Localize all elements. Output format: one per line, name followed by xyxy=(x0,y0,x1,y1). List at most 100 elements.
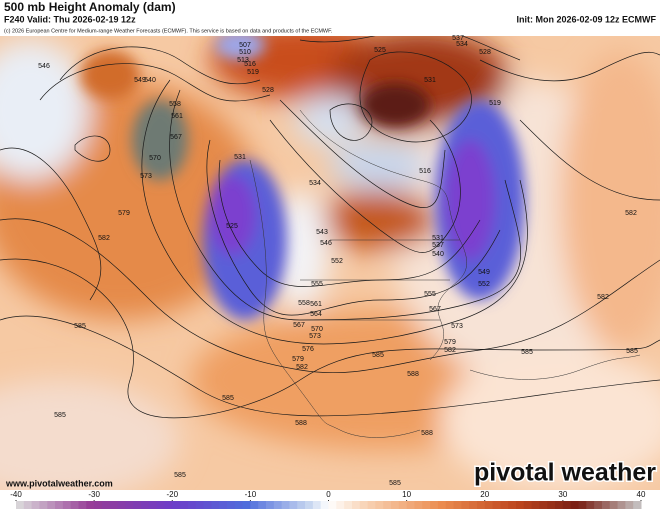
colorbar-swatch xyxy=(266,501,275,509)
colorbar-swatch xyxy=(578,501,587,509)
contour-label: 519 xyxy=(489,100,501,107)
colorbar-swatch xyxy=(406,501,415,509)
colorbar-swatch xyxy=(289,501,298,509)
contour-label: 579 xyxy=(292,356,304,363)
contour-label: 579 xyxy=(118,210,130,217)
colorbar-swatch xyxy=(101,501,111,509)
colorbar-swatch xyxy=(344,501,353,509)
contour-label: 552 xyxy=(331,258,343,265)
contour-label: 576 xyxy=(302,346,314,353)
contour-label: 555 xyxy=(424,291,436,298)
colorbar-swatch xyxy=(351,501,361,509)
contour-label: 534 xyxy=(456,41,468,48)
colorbar-swatch xyxy=(39,501,48,509)
colorbar-swatch xyxy=(437,501,447,509)
colorbar-swatch xyxy=(430,501,439,509)
contour-label: 561 xyxy=(310,301,322,308)
map xyxy=(0,36,660,490)
contour-label: 561 xyxy=(171,113,183,120)
colorbar-swatch xyxy=(203,501,212,509)
contour-label: 579 xyxy=(444,339,456,346)
contour-label: 564 xyxy=(310,311,322,318)
colorbar-swatch xyxy=(328,501,337,509)
coastlines xyxy=(249,109,641,438)
colorbar-swatch xyxy=(16,501,25,509)
contour-label: 588 xyxy=(295,420,307,427)
contour-label: 582 xyxy=(296,364,308,371)
colorbar-swatch xyxy=(398,501,408,509)
colorbar-swatch xyxy=(187,501,197,509)
colorbar-swatch xyxy=(484,501,494,509)
colorbar-swatch xyxy=(164,501,173,509)
contour-label: 543 xyxy=(316,229,328,236)
colorbar-swatch xyxy=(414,501,423,509)
colorbar-swatch xyxy=(547,501,556,509)
contour-label: 513 xyxy=(237,57,249,64)
colorbar-swatch xyxy=(476,501,486,509)
colorbar-swatch xyxy=(312,501,322,509)
contour-label: 531 xyxy=(432,235,444,242)
contour-label: 516 xyxy=(244,61,256,68)
contour-label: 582 xyxy=(625,210,637,217)
colorbar-swatch xyxy=(609,501,619,509)
colorbar-swatch xyxy=(523,501,533,509)
contour-label: 534 xyxy=(309,180,321,187)
contour-label: 573 xyxy=(309,333,321,340)
colorbar-swatch xyxy=(469,501,478,509)
colorbar-tick-label: 40 xyxy=(637,490,646,499)
contour-label: 507 xyxy=(239,42,251,49)
colorbar-swatch xyxy=(141,501,150,509)
colorbar-swatch xyxy=(219,501,228,509)
colorbar-tick-label: -20 xyxy=(166,490,178,499)
colorbar-swatch xyxy=(47,501,56,509)
colorbar-swatch xyxy=(242,501,251,509)
contour-label: 516 xyxy=(419,168,431,175)
colorbar-swatch xyxy=(586,501,595,509)
contour-label: 585 xyxy=(389,480,401,487)
colorbar-swatch xyxy=(211,501,220,509)
colorbar-swatch xyxy=(633,501,642,509)
contour-label: 540 xyxy=(432,251,444,258)
contour-label: 549 xyxy=(478,269,490,276)
contour-label: 528 xyxy=(262,87,274,94)
contour-labels: 5465405495585615675705735795825855075105… xyxy=(38,35,638,487)
colorbar-swatch xyxy=(422,501,431,509)
contour-label: 555 xyxy=(311,281,323,288)
colorbar-swatch xyxy=(70,501,79,509)
contour-label: 546 xyxy=(38,63,50,70)
colorbar: -40 -30 -20 -10 0 10 20 30 40 xyxy=(10,490,646,509)
contour-label: 582 xyxy=(98,235,110,242)
colorbar-tick-label: 10 xyxy=(402,490,411,499)
colorbar-tick-label: 20 xyxy=(480,490,489,499)
colorbar-swatch xyxy=(453,501,462,509)
contour-label: 567 xyxy=(429,306,441,313)
colorbar-swatch xyxy=(555,501,564,509)
colorbar-swatch xyxy=(625,501,634,509)
contour-label: 585 xyxy=(372,352,384,359)
contour-label: 531 xyxy=(424,77,436,84)
colorbar-swatch xyxy=(461,501,470,509)
colorbar-swatch xyxy=(281,501,290,509)
contour-label: 528 xyxy=(479,49,491,56)
website: www.pivotalweather.com xyxy=(5,478,113,488)
contour-label: 570 xyxy=(149,155,161,162)
contour-label: 582 xyxy=(444,347,456,354)
colorbar-swatch xyxy=(273,501,283,509)
contour-label: 573 xyxy=(140,173,152,180)
colorbar-swatch xyxy=(133,501,142,509)
colorbar-swatch xyxy=(234,501,244,509)
colorbar-swatch xyxy=(500,501,509,509)
colorbar-tick-label: -30 xyxy=(88,490,100,499)
contour-label: 567 xyxy=(170,134,182,141)
contour-label: 558 xyxy=(169,101,181,108)
colorbar-swatch xyxy=(180,501,189,509)
colorbar-swatch xyxy=(570,501,579,509)
contour-label: 585 xyxy=(74,323,86,330)
contour-label: 570 xyxy=(311,326,323,333)
colorbar-tick-label: -10 xyxy=(245,490,257,499)
map-title: 500 mb Height Anomaly (dam) xyxy=(4,0,176,14)
colorbar-swatch xyxy=(258,501,267,509)
contour-label: 546 xyxy=(320,240,332,247)
colorbar-swatch xyxy=(94,501,103,509)
